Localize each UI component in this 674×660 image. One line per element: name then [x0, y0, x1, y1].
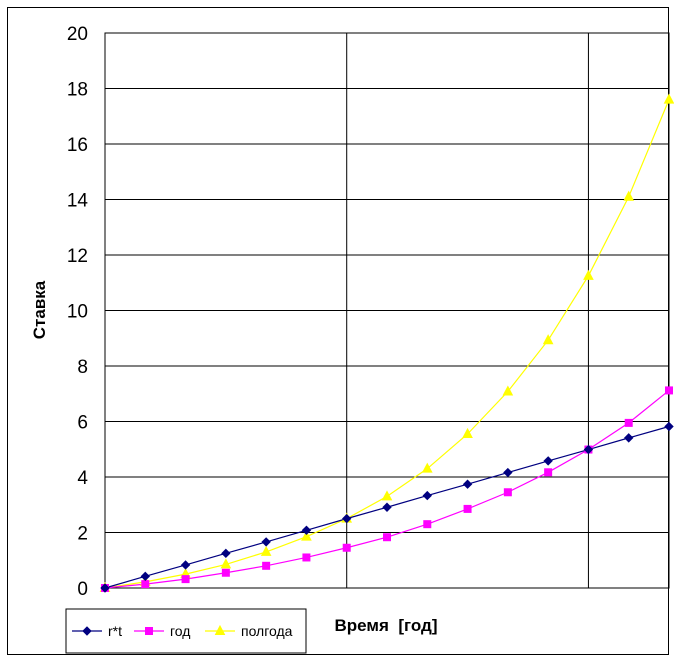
- chart-frame: [7, 7, 669, 655]
- data-point: [624, 418, 633, 427]
- data-point: [623, 190, 635, 201]
- data-point: [665, 386, 673, 395]
- data-point: [342, 513, 352, 524]
- data-point: [221, 568, 230, 577]
- legend-marker: [82, 626, 92, 636]
- data-point: [544, 468, 553, 477]
- data-point: [664, 421, 674, 432]
- series-markers: [99, 93, 674, 593]
- data-point: [543, 456, 553, 466]
- data-point: [463, 504, 472, 513]
- plot-area-border: [104, 32, 670, 589]
- data-point: [302, 553, 311, 562]
- x-axis-title: Время [год]: [335, 616, 438, 635]
- y-tick-label: 8: [77, 357, 88, 378]
- data-point: [583, 269, 594, 280]
- legend-label: r*t: [108, 623, 122, 639]
- legend: r*t год полгода: [65, 608, 307, 654]
- data-point: [100, 583, 110, 593]
- y-axis-title: Ставка: [30, 280, 49, 339]
- data-point: [624, 433, 634, 443]
- data-point: [181, 575, 190, 584]
- legend-label: год: [170, 623, 190, 639]
- data-point: [503, 488, 512, 497]
- data-point: [462, 479, 473, 489]
- legend-label: полгода: [241, 623, 293, 639]
- legend-marker: [145, 627, 153, 635]
- data-point: [542, 334, 554, 345]
- data-point: [382, 502, 392, 512]
- data-point: [583, 444, 594, 455]
- data-point: [220, 558, 232, 569]
- data-point: [663, 93, 674, 104]
- series-line: [104, 389, 670, 589]
- data-point: [260, 545, 272, 556]
- y-tick-label: 18: [67, 80, 88, 101]
- data-point: [141, 580, 150, 589]
- y-tick-label: 20: [67, 24, 88, 45]
- y-tick-label: 4: [77, 468, 88, 489]
- data-point: [423, 520, 432, 529]
- data-point: [301, 525, 312, 535]
- series-lines: [104, 99, 670, 589]
- y-tick-labels: 0 2 4 6 8 10 12 14 16 18 20: [67, 24, 89, 600]
- data-point: [383, 533, 391, 542]
- y-tick-label: 6: [77, 413, 88, 434]
- y-tick-label: 14: [67, 191, 89, 212]
- data-point: [503, 467, 513, 478]
- data-point: [221, 548, 231, 559]
- data-point: [301, 530, 312, 541]
- data-point: [180, 560, 191, 570]
- data-point: [421, 462, 433, 473]
- data-point: [462, 427, 473, 438]
- data-point: [342, 543, 351, 552]
- y-tick-label: 12: [67, 246, 88, 267]
- data-point: [262, 561, 271, 570]
- data-point: [140, 571, 150, 582]
- data-point: [381, 490, 393, 501]
- y-tick-label: 2: [77, 524, 88, 545]
- data-point: [261, 537, 271, 547]
- data-point: [422, 490, 432, 501]
- data-point: [502, 385, 514, 396]
- legend-marker: [214, 624, 226, 635]
- y-tick-label: 0: [77, 579, 88, 600]
- series-line: [104, 99, 670, 589]
- y-tick-label: 16: [67, 135, 88, 156]
- y-tick-label: 10: [67, 302, 88, 323]
- legend-box: [65, 608, 307, 654]
